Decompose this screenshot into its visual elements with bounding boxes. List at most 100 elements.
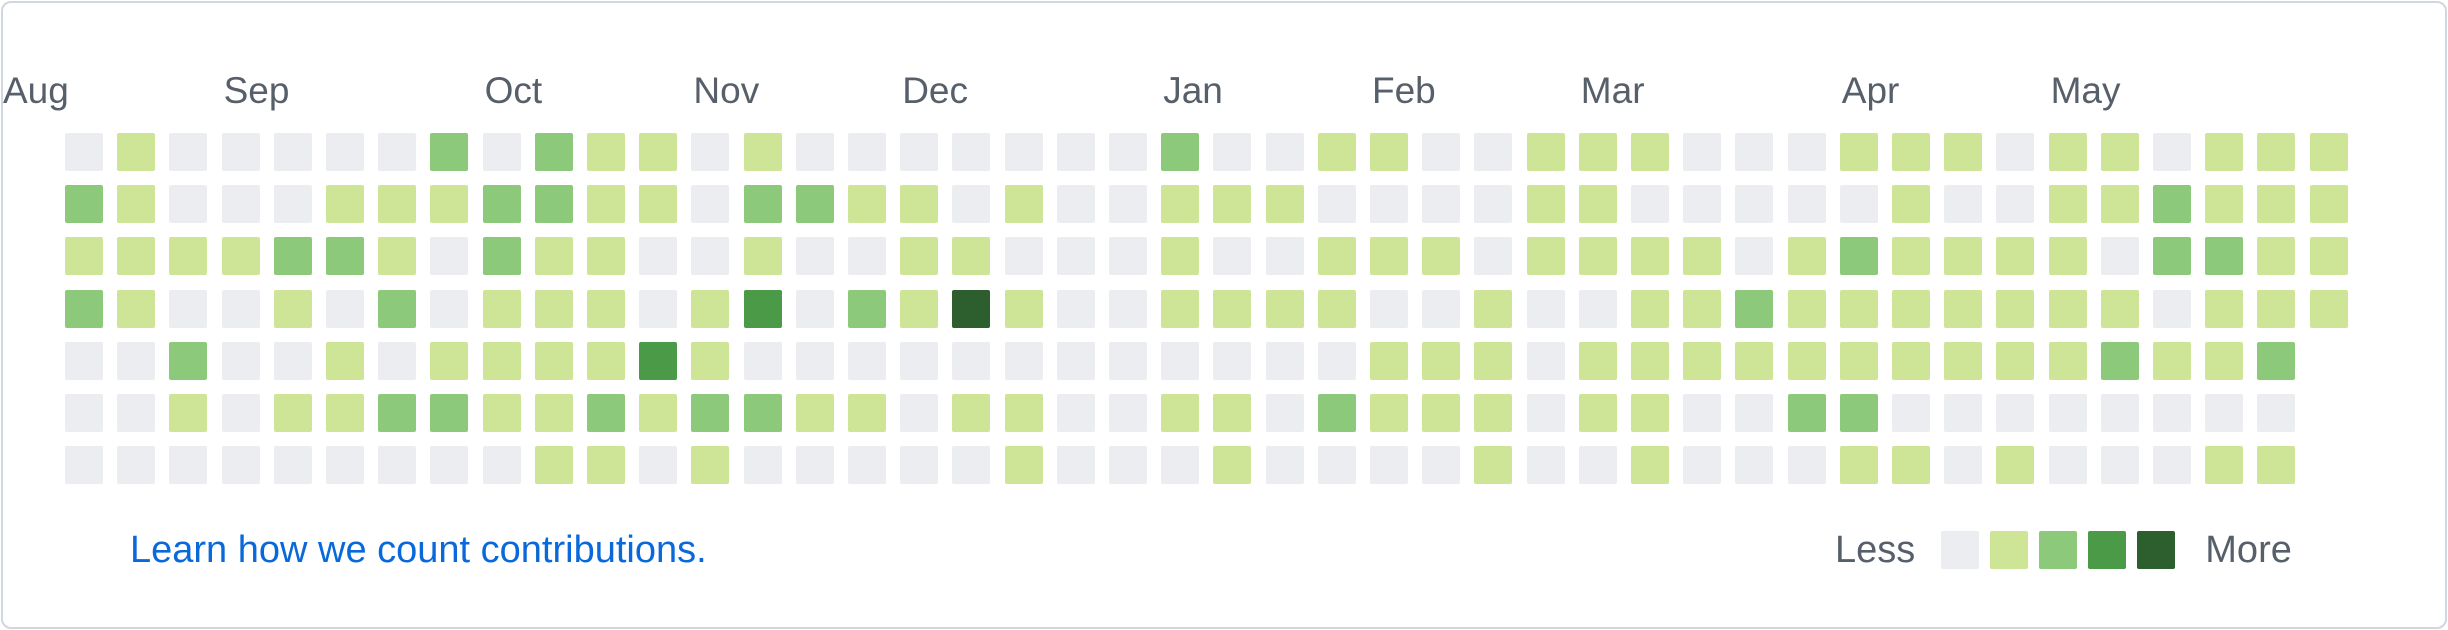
contribution-day[interactable] — [639, 237, 678, 276]
contribution-day[interactable] — [1892, 133, 1930, 171]
contribution-day[interactable] — [1944, 394, 1983, 432]
contribution-day[interactable] — [1370, 289, 1408, 328]
contribution-day[interactable] — [221, 446, 260, 485]
contribution-day[interactable] — [1892, 446, 1930, 485]
contribution-day[interactable] — [326, 341, 364, 380]
contribution-day[interactable] — [1578, 394, 1617, 432]
contribution-day[interactable] — [117, 446, 156, 485]
contribution-day[interactable] — [1787, 446, 1826, 485]
contribution-day[interactable] — [952, 237, 991, 276]
contribution-day[interactable] — [1265, 446, 1304, 485]
contribution-day[interactable] — [900, 237, 939, 276]
contribution-day[interactable] — [430, 289, 469, 328]
contribution-day[interactable] — [65, 394, 103, 432]
contribution-day[interactable] — [482, 237, 521, 276]
contribution-day[interactable] — [1370, 133, 1408, 171]
contribution-day[interactable] — [1109, 237, 1147, 276]
contribution-day[interactable] — [326, 446, 364, 485]
contribution-day[interactable] — [1944, 289, 1983, 328]
contribution-day[interactable] — [1161, 133, 1200, 171]
contribution-day[interactable] — [1474, 394, 1513, 432]
contribution-day[interactable] — [1265, 394, 1304, 432]
contribution-day[interactable] — [221, 394, 260, 432]
contribution-day[interactable] — [1631, 237, 1669, 276]
contribution-day[interactable] — [221, 341, 260, 380]
contribution-day[interactable] — [65, 341, 103, 380]
contribution-day[interactable] — [117, 289, 156, 328]
contribution-day[interactable] — [1317, 237, 1356, 276]
contribution-day[interactable] — [743, 289, 782, 328]
contribution-day[interactable] — [2309, 289, 2348, 328]
contribution-day[interactable] — [65, 133, 103, 171]
contribution-day[interactable] — [1109, 185, 1147, 224]
contribution-day[interactable] — [1944, 133, 1983, 171]
contribution-day[interactable] — [848, 394, 886, 432]
contribution-day[interactable] — [2153, 289, 2191, 328]
contribution-day[interactable] — [639, 289, 678, 328]
contribution-day[interactable] — [326, 133, 364, 171]
contribution-day[interactable] — [534, 394, 573, 432]
contribution-day[interactable] — [900, 394, 939, 432]
contribution-day[interactable] — [2205, 446, 2244, 485]
contribution-day[interactable] — [2153, 341, 2191, 380]
contribution-day[interactable] — [2048, 237, 2087, 276]
contribution-day[interactable] — [1213, 133, 1252, 171]
contribution-day[interactable] — [273, 185, 312, 224]
contribution-day[interactable] — [1526, 394, 1565, 432]
contribution-day[interactable] — [1004, 446, 1043, 485]
contribution-day[interactable] — [1839, 394, 1878, 432]
contribution-day[interactable] — [1370, 237, 1408, 276]
contribution-day[interactable] — [169, 394, 208, 432]
contribution-day[interactable] — [691, 237, 730, 276]
contribution-day[interactable] — [1839, 289, 1878, 328]
contribution-day[interactable] — [1317, 341, 1356, 380]
contribution-day[interactable] — [1370, 446, 1408, 485]
contribution-day[interactable] — [1683, 133, 1722, 171]
contribution-day[interactable] — [1787, 394, 1826, 432]
contribution-day[interactable] — [534, 185, 573, 224]
contribution-day[interactable] — [2257, 237, 2296, 276]
contribution-day[interactable] — [378, 289, 417, 328]
contribution-day[interactable] — [952, 394, 991, 432]
contribution-day[interactable] — [2048, 185, 2087, 224]
contribution-day[interactable] — [1056, 341, 1095, 380]
contribution-day[interactable] — [378, 341, 417, 380]
contribution-day[interactable] — [1735, 394, 1774, 432]
contribution-day[interactable] — [2309, 185, 2348, 224]
contribution-day[interactable] — [1631, 133, 1669, 171]
contribution-day[interactable] — [691, 289, 730, 328]
contribution-day[interactable] — [1578, 133, 1617, 171]
contribution-day[interactable] — [1056, 185, 1095, 224]
contribution-day[interactable] — [2048, 133, 2087, 171]
contribution-day[interactable] — [117, 185, 156, 224]
contribution-day[interactable] — [2205, 133, 2244, 171]
contribution-day[interactable] — [378, 185, 417, 224]
contribution-day[interactable] — [1787, 289, 1826, 328]
contribution-day[interactable] — [691, 394, 730, 432]
contribution-day[interactable] — [2100, 341, 2139, 380]
contribution-day[interactable] — [1839, 237, 1878, 276]
contribution-day[interactable] — [65, 185, 103, 224]
contribution-day[interactable] — [1735, 237, 1774, 276]
contribution-day[interactable] — [273, 394, 312, 432]
contribution-day[interactable] — [1317, 394, 1356, 432]
contribution-day[interactable] — [1422, 394, 1461, 432]
contribution-day[interactable] — [952, 341, 991, 380]
contribution-day[interactable] — [2100, 185, 2139, 224]
contribution-day[interactable] — [1004, 341, 1043, 380]
contribution-day[interactable] — [900, 341, 939, 380]
contribution-day[interactable] — [1370, 341, 1408, 380]
contribution-day[interactable] — [1892, 237, 1930, 276]
contribution-day[interactable] — [482, 185, 521, 224]
contribution-day[interactable] — [848, 185, 886, 224]
contribution-day[interactable] — [848, 289, 886, 328]
contribution-day[interactable] — [2153, 394, 2191, 432]
contribution-day[interactable] — [1996, 394, 2035, 432]
contribution-day[interactable] — [1474, 289, 1513, 328]
contribution-day[interactable] — [1944, 341, 1983, 380]
contribution-day[interactable] — [1631, 289, 1669, 328]
contribution-day[interactable] — [1631, 341, 1669, 380]
contribution-day[interactable] — [1996, 237, 2035, 276]
contribution-day[interactable] — [1578, 289, 1617, 328]
contribution-day[interactable] — [587, 446, 625, 485]
